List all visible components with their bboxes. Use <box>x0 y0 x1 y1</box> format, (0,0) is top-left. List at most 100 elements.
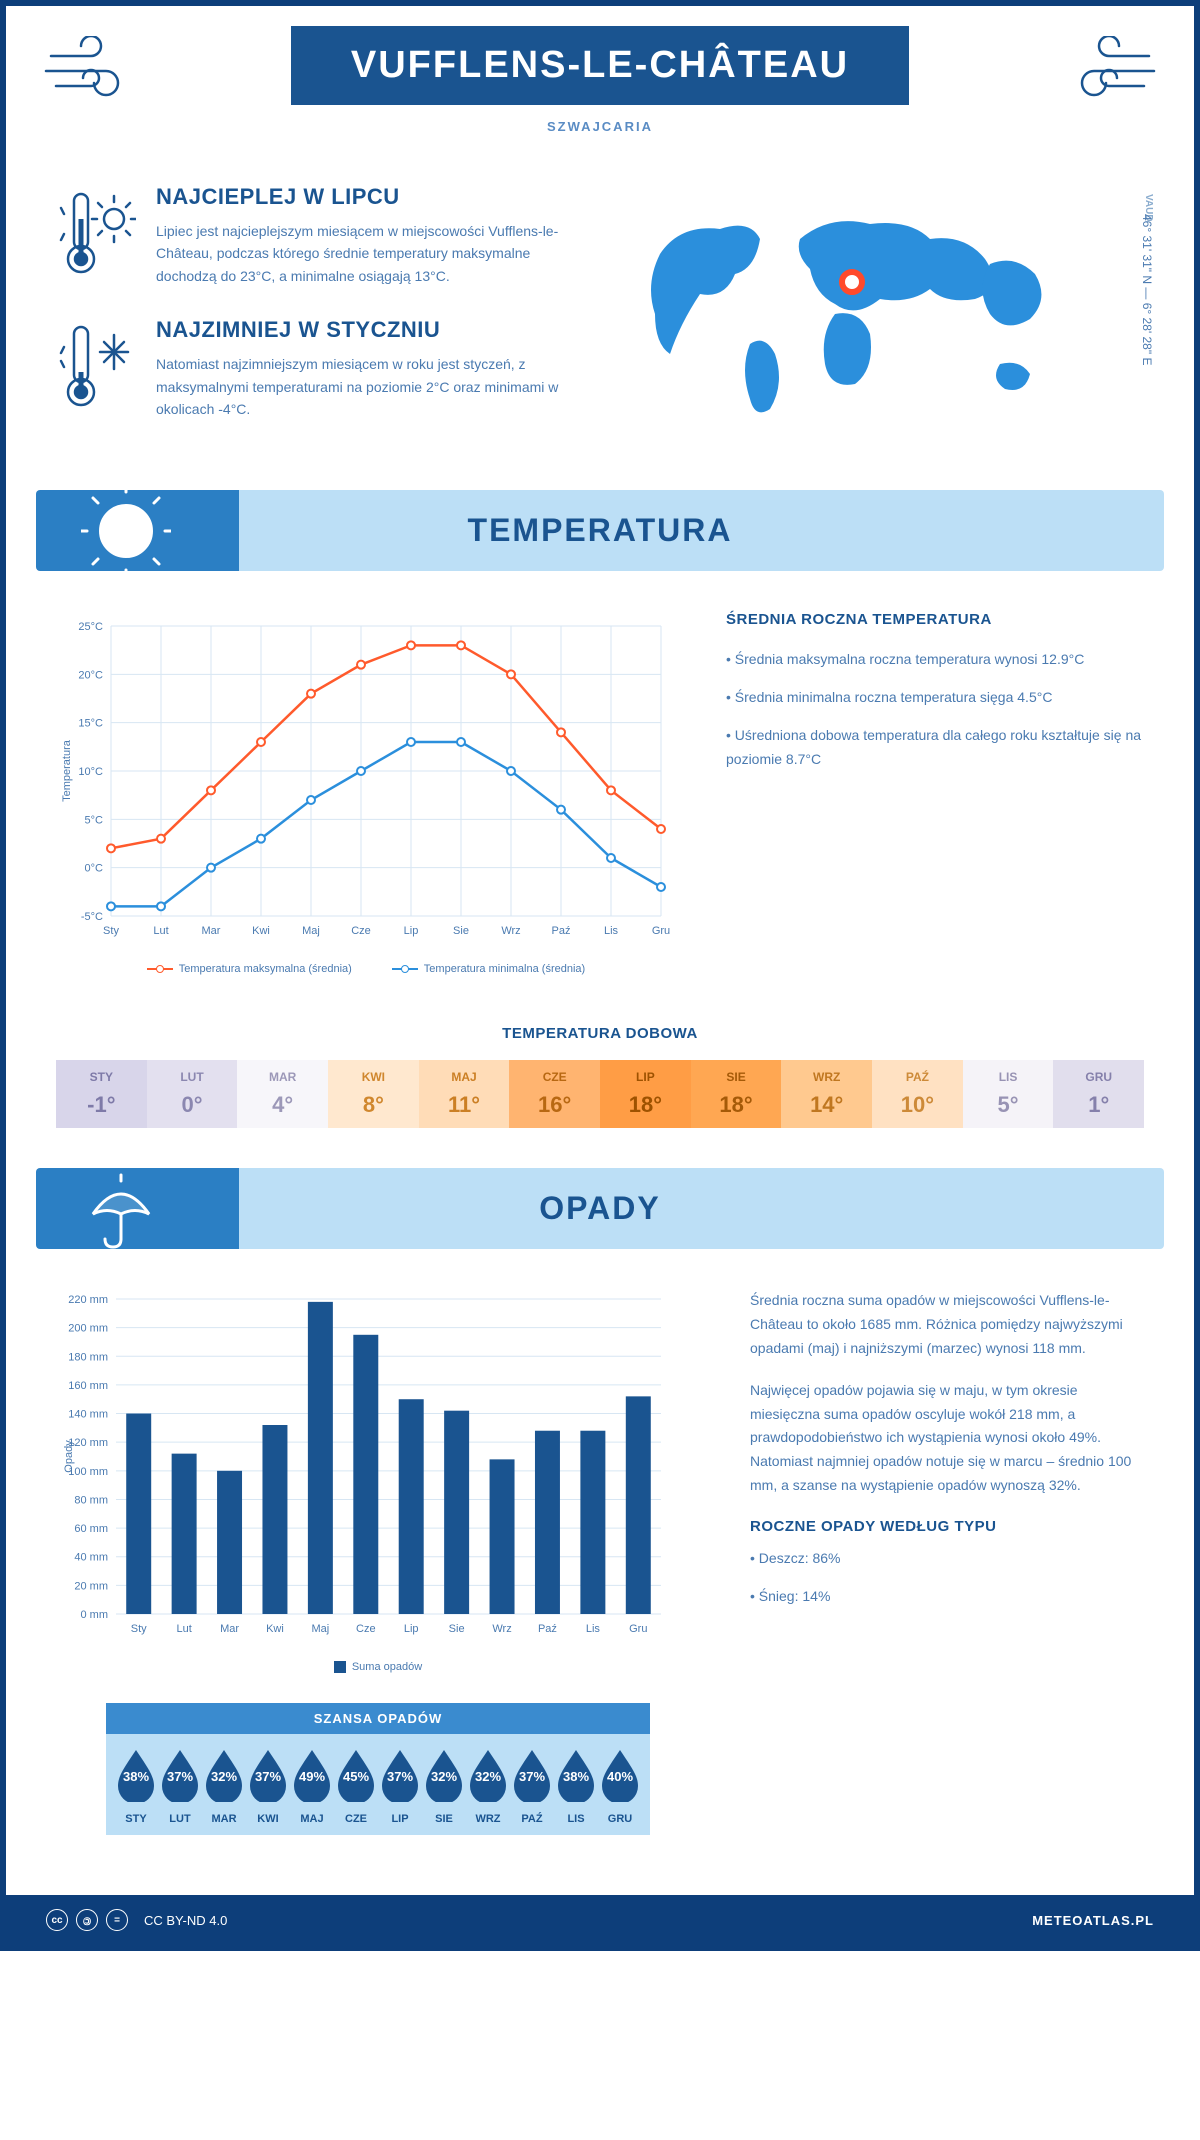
svg-text:160 mm: 160 mm <box>68 1380 108 1392</box>
temperature-banner: TEMPERATURA <box>36 490 1164 571</box>
daily-temp-cell: KWI8° <box>328 1060 419 1128</box>
daily-temp-cell: LIP 18° <box>600 1060 691 1128</box>
sun-icon <box>81 486 171 576</box>
license-text: CC BY-ND 4.0 <box>144 1913 227 1928</box>
svg-text:180 mm: 180 mm <box>68 1352 108 1364</box>
svg-text:Kwi: Kwi <box>266 1623 284 1635</box>
precip-type-title: ROCZNE OPADY WEDŁUG TYPU <box>750 1518 1144 1535</box>
daily-temp-value: 11° <box>423 1092 506 1118</box>
infographic-page: VUFFLENS-LE-CHÂTEAU SZWAJCARIA NAJCIEPLE… <box>0 0 1200 1951</box>
svg-text:Maj: Maj <box>302 925 320 937</box>
daily-temp-value: 5° <box>967 1092 1050 1118</box>
rain-month-label: MAJ <box>290 1813 334 1825</box>
daily-temp-value: 18° <box>695 1092 778 1118</box>
daily-temp-value: 0° <box>151 1092 234 1118</box>
svg-text:Gru: Gru <box>652 925 670 937</box>
daily-temp-cell: LUT 0° <box>147 1060 238 1128</box>
daily-temp-cell: LIS5° <box>963 1060 1054 1128</box>
svg-text:140 mm: 140 mm <box>68 1409 108 1421</box>
svg-text:Paź: Paź <box>552 925 571 937</box>
svg-text:Sty: Sty <box>103 925 119 937</box>
rain-month-label: MAR <box>202 1813 246 1825</box>
daily-month-label: LUT <box>151 1070 234 1084</box>
rain-month-label: STY <box>114 1813 158 1825</box>
daily-month-label: PAŹ <box>876 1070 959 1084</box>
rain-pct-value: 45% <box>343 1769 369 1784</box>
daily-month-label: MAR <box>241 1070 324 1084</box>
rain-month-label: CZE <box>334 1813 378 1825</box>
cc-icon: cc <box>46 1909 68 1931</box>
rain-chance-title: SZANSA OPADÓW <box>106 1703 650 1734</box>
rain-chance-item: 38% STY <box>114 1748 158 1825</box>
daily-month-label: LIP <box>604 1070 687 1084</box>
daily-temp-value: -1° <box>60 1092 143 1118</box>
daily-temp-cell: CZE16° <box>509 1060 600 1128</box>
raindrop-icon: 49% <box>290 1748 334 1802</box>
rain-month-label: KWI <box>246 1813 290 1825</box>
daily-month-label: SIE <box>695 1070 778 1084</box>
daily-temp-cell: GRU1° <box>1053 1060 1144 1128</box>
svg-text:Lut: Lut <box>176 1623 191 1635</box>
svg-text:0°C: 0°C <box>85 863 104 875</box>
daily-month-label: STY <box>60 1070 143 1084</box>
rain-chance-item: 32%MAR <box>202 1748 246 1825</box>
hot-block: NAJCIEPLEJ W LIPCU Lipiec jest najcieple… <box>56 184 580 287</box>
rain-month-label: LIS <box>554 1813 598 1825</box>
daily-month-label: GRU <box>1057 1070 1140 1084</box>
rain-chance-item: 45% CZE <box>334 1748 378 1825</box>
svg-text:Lip: Lip <box>404 1623 419 1635</box>
wind-icon <box>1049 36 1159 106</box>
raindrop-icon: 40% <box>598 1748 642 1802</box>
precip-banner: OPADY <box>36 1168 1164 1249</box>
daily-month-label: KWI <box>332 1070 415 1084</box>
page-title: VUFFLENS-LE-CHÂTEAU <box>291 26 909 105</box>
rain-pct-value: 49% <box>299 1769 325 1784</box>
svg-text:Gru: Gru <box>629 1623 647 1635</box>
rain-month-label: SIE <box>422 1813 466 1825</box>
precip-title: OPADY <box>86 1190 1114 1227</box>
rain-chance-item: 32%SIE <box>422 1748 466 1825</box>
rain-chance-item: 37%PAŹ <box>510 1748 554 1825</box>
precip-paragraph: Średnia roczna suma opadów w miejscowośc… <box>750 1289 1144 1360</box>
daily-temp-cell: MAJ11° <box>419 1060 510 1128</box>
svg-text:Cze: Cze <box>351 925 371 937</box>
daily-temp-value: 14° <box>785 1092 868 1118</box>
daily-temp-cell: PAŹ10° <box>872 1060 963 1128</box>
by-icon: 🄯 <box>76 1909 98 1931</box>
rain-month-label: LIP <box>378 1813 422 1825</box>
svg-text:200 mm: 200 mm <box>68 1323 108 1335</box>
raindrop-icon: 37% <box>158 1748 202 1802</box>
rain-month-label: WRZ <box>466 1813 510 1825</box>
coordinates: 46° 31' 31" N — 6° 28' 28" E <box>1140 214 1154 365</box>
legend-max: Temperatura maksymalna (średnia) <box>179 963 352 975</box>
svg-text:20 mm: 20 mm <box>74 1581 108 1593</box>
svg-text:Sie: Sie <box>453 925 469 937</box>
svg-text:Mar: Mar <box>220 1623 239 1635</box>
svg-text:Sie: Sie <box>449 1623 465 1635</box>
daily-temp-row: STY-1°LUT0°MAR4°KWI8°MAJ11°CZE16°LIP18°S… <box>56 1060 1144 1128</box>
daily-temp-title: TEMPERATURA DOBOWA <box>6 1025 1194 1042</box>
svg-text:10°C: 10°C <box>78 766 103 778</box>
temp-info-title: ŚREDNIA ROCZNA TEMPERATURA <box>726 611 1144 628</box>
rain-chance-item: 37%LUT <box>158 1748 202 1825</box>
legend-precip: Suma opadów <box>352 1661 422 1673</box>
rain-chance-item: 40%GRU <box>598 1748 642 1825</box>
rain-pct-value: 37% <box>519 1769 545 1784</box>
rain-chance-item: 49% MAJ <box>290 1748 334 1825</box>
svg-text:20°C: 20°C <box>78 670 103 682</box>
daily-temp-value: 18° <box>604 1092 687 1118</box>
svg-text:15°C: 15°C <box>78 718 103 730</box>
daily-temp-cell: SIE 18° <box>691 1060 782 1128</box>
svg-text:Lis: Lis <box>604 925 619 937</box>
precip-chart: 0 mm20 mm40 mm60 mm80 mm100 mm120 mm140 … <box>56 1289 700 1875</box>
daily-temp-cell: WRZ14° <box>781 1060 872 1128</box>
svg-text:Sty: Sty <box>131 1623 147 1635</box>
precip-paragraph: Najwięcej opadów pojawia się w maju, w t… <box>750 1379 1144 1498</box>
raindrop-icon: 38% <box>114 1748 158 1802</box>
svg-text:Lis: Lis <box>586 1623 601 1635</box>
svg-text:80 mm: 80 mm <box>74 1495 108 1507</box>
country-label: SZWAJCARIA <box>46 119 1154 134</box>
cold-text: Natomiast najzimniejszym miesiącem w rok… <box>156 353 580 420</box>
svg-text:Kwi: Kwi <box>252 925 270 937</box>
site-name: METEOATLAS.PL <box>1032 1913 1154 1928</box>
